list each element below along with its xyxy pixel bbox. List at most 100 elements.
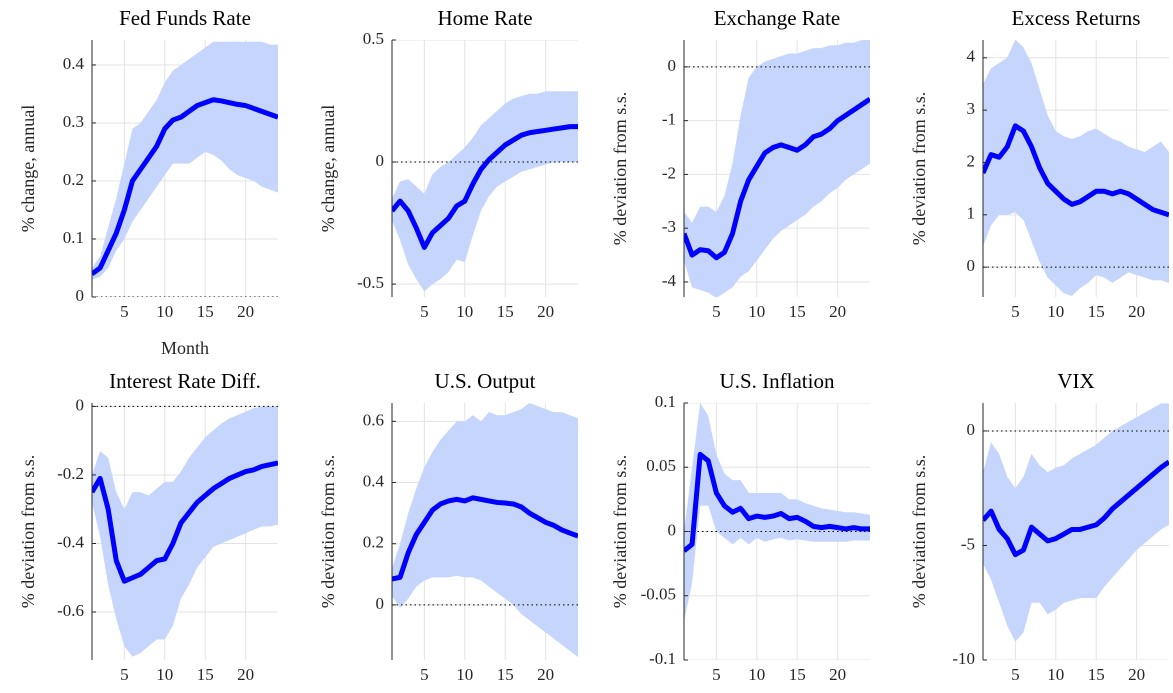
y-tick-label: -0.05 (641, 585, 676, 604)
y-tick-label: 0 (76, 395, 85, 414)
panel (684, 40, 870, 297)
y-axis-label: % deviation from s.s. (610, 455, 630, 608)
x-tick-label: 10 (748, 302, 765, 321)
y-tick-label: 0 (967, 420, 976, 439)
y-tick-label: 0.2 (63, 170, 84, 189)
x-tick-label: 20 (1128, 302, 1145, 321)
y-tick-label: 0 (668, 520, 677, 539)
y-axis-label: % change, annual (318, 105, 338, 232)
y-tick-label: 0.3 (63, 112, 84, 131)
y-tick-label: 0.2 (363, 533, 384, 552)
x-tick-label: 5 (420, 665, 429, 684)
y-tick-label: -3 (662, 217, 676, 236)
y-tick-label: 0 (668, 56, 677, 75)
x-tick-label: 10 (456, 665, 473, 684)
confidence-band (684, 40, 870, 297)
panel (983, 403, 1169, 660)
y-tick-label: 0.4 (363, 471, 385, 490)
chart-title: Excess Returns (1012, 6, 1141, 30)
x-tick-label: 5 (712, 665, 721, 684)
x-tick-label: 5 (712, 302, 721, 321)
y-axis-label: % change, annual (18, 105, 38, 232)
x-tick-label: 15 (789, 302, 806, 321)
response-line (983, 123, 1169, 218)
y-tick-label: 4 (967, 47, 976, 66)
chart-title: U.S. Inflation (720, 369, 835, 393)
y-tick-label: -10 (952, 649, 975, 668)
response-line (983, 459, 1169, 558)
response-line (92, 460, 278, 584)
y-tick-label: 1 (967, 204, 976, 223)
y-tick-label: -4 (662, 271, 677, 290)
x-tick-label: 20 (537, 665, 554, 684)
x-tick-label: 20 (237, 302, 254, 321)
x-tick-label: 15 (1088, 302, 1105, 321)
x-tick-label: 20 (237, 665, 254, 684)
panel (392, 403, 578, 660)
confidence-band (92, 406, 278, 657)
x-tick-label: 20 (829, 665, 846, 684)
y-tick-label: -0.1 (649, 649, 676, 668)
y-tick-label: -5 (961, 534, 975, 553)
response-line (392, 495, 578, 582)
x-tick-label: 5 (420, 302, 429, 321)
y-axis-label: % deviation from s.s. (318, 455, 338, 608)
x-tick-label: 15 (497, 302, 514, 321)
x-tick-label: 10 (1047, 665, 1064, 684)
chart-title: Home Rate (437, 6, 532, 30)
y-tick-label: 0.1 (63, 228, 84, 247)
x-tick-label: 10 (456, 302, 473, 321)
y-tick-label: 3 (967, 99, 976, 118)
x-tick-label: 15 (497, 665, 514, 684)
y-tick-label: -0.6 (57, 601, 84, 620)
confidence-band (92, 41, 278, 280)
panel (92, 40, 278, 297)
y-tick-label: 0.1 (655, 392, 676, 411)
chart-title: Exchange Rate (714, 6, 841, 30)
y-tick-label: 0 (76, 286, 85, 305)
chart-title: Fed Funds Rate (119, 6, 251, 30)
y-tick-label: 0.5 (363, 29, 384, 48)
confidence-band (983, 403, 1169, 642)
panel (684, 403, 870, 660)
y-tick-label: 0 (967, 256, 976, 275)
chart-title: U.S. Output (435, 369, 536, 393)
panel (92, 403, 278, 660)
x-tick-label: 10 (156, 302, 173, 321)
x-tick-label: 15 (789, 665, 806, 684)
chart-title: VIX (1057, 369, 1094, 393)
confidence-band (983, 40, 1169, 296)
y-tick-label: 0.4 (63, 54, 85, 73)
x-axis-label: Month (161, 338, 209, 358)
response-line (392, 124, 578, 250)
x-tick-label: 5 (120, 665, 129, 684)
y-axis-label: % deviation from s.s. (18, 455, 38, 608)
y-tick-label: -1 (662, 110, 676, 129)
y-tick-label: -0.2 (57, 464, 84, 483)
x-tick-label: 10 (1047, 302, 1064, 321)
x-tick-label: 10 (748, 665, 765, 684)
x-tick-label: 10 (156, 665, 173, 684)
x-tick-label: 5 (120, 302, 129, 321)
panel (983, 40, 1169, 297)
response-line (684, 451, 870, 553)
x-tick-label: 5 (1011, 302, 1020, 321)
y-tick-label: -0.4 (57, 532, 84, 551)
y-tick-label: 0.6 (363, 410, 384, 429)
response-line (92, 97, 278, 276)
x-tick-label: 20 (1128, 665, 1145, 684)
x-tick-label: 5 (1011, 665, 1020, 684)
x-tick-label: 15 (197, 665, 214, 684)
confidence-band (392, 91, 578, 292)
confidence-band (392, 403, 578, 657)
y-tick-label: 0.05 (646, 456, 676, 475)
x-tick-label: 20 (829, 302, 846, 321)
x-tick-label: 15 (197, 302, 214, 321)
y-tick-label: 0 (376, 151, 385, 170)
panel (392, 40, 578, 297)
y-tick-label: -2 (662, 163, 676, 182)
x-tick-label: 15 (1088, 665, 1105, 684)
y-axis-label: % deviation from s.s. (610, 92, 630, 245)
response-line (684, 97, 870, 261)
